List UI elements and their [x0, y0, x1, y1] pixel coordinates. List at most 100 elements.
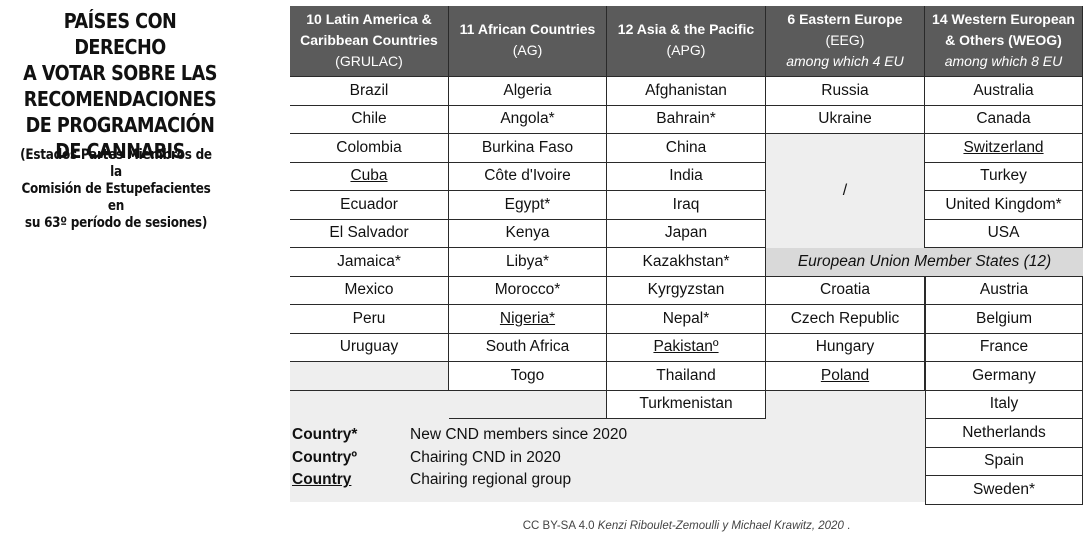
country-name: Pakistanº — [653, 338, 719, 356]
header-line: among which 4 EU — [786, 53, 904, 69]
country-cell: Japan — [607, 219, 766, 248]
country-cell: France — [925, 333, 1083, 362]
title-line: PAÍSES CON DERECHO — [63, 9, 177, 59]
country-cell: Kazakhstan* — [607, 248, 766, 277]
country-name: Nigeria* — [499, 309, 556, 327]
country-name: Egypt* — [504, 195, 551, 213]
country-name: Canada — [976, 110, 1031, 128]
country-cell: Colombia — [290, 134, 449, 163]
country-name: Poland — [820, 366, 870, 384]
country-name: Belgium — [976, 309, 1032, 327]
header-line: 14 Western European — [932, 11, 1075, 27]
country-cell: Peru — [290, 305, 449, 334]
regional-groups-table: 10 Latin America & Caribbean Countries (… — [290, 6, 1083, 505]
country-name: Cuba — [350, 167, 388, 185]
country-cell: Chile — [290, 105, 449, 134]
country-cell: Turkey — [925, 162, 1083, 191]
legend-text: New CND members since 2020 — [410, 426, 628, 443]
country-cell: United Kingdom* — [925, 191, 1083, 220]
country-name: Brazil — [349, 81, 389, 99]
country-cell: Angola* — [449, 105, 607, 134]
header-line: 11 African Countries — [459, 21, 596, 37]
country-cell: Hungary — [766, 333, 925, 362]
header-line: (AG) — [512, 42, 543, 58]
country-name: Côte d'Ivoire — [484, 167, 571, 185]
country-name: France — [979, 338, 1029, 356]
country-name: Thailand — [656, 366, 716, 384]
empty-cell — [449, 390, 607, 419]
country-name: United Kingdom* — [945, 195, 1062, 213]
country-cell: Côte d'Ivoire — [449, 162, 607, 191]
country-cell: Nigeria* — [449, 305, 607, 334]
country-name: Australia — [973, 81, 1034, 99]
country-cell: Italy — [925, 390, 1083, 419]
header-line: (GRULAC) — [335, 53, 403, 69]
credit-authors: Kenzi Riboulet-Zemoulli y Michael Krawit… — [597, 520, 844, 532]
country-cell: Switzerland — [925, 134, 1083, 163]
header-eeg: 6 Eastern Europe (EEG) among which 4 EU — [766, 6, 925, 77]
legend: Country* New CND members since 2020 Coun… — [292, 426, 762, 494]
country-name: Switzerland — [963, 138, 1044, 156]
country-name: Angola* — [500, 110, 555, 128]
country-cell: Croatia — [766, 276, 925, 305]
header-line: Caribbean Countries — [300, 32, 438, 48]
country-name: Jamaica* — [337, 252, 401, 270]
legend-row: Country* New CND members since 2020 — [292, 426, 762, 449]
country-name: Algeria — [503, 81, 552, 99]
country-name: Germany — [972, 366, 1036, 384]
header-line: & Others (WEOG) — [945, 32, 1062, 48]
country-cell: Uruguay — [290, 333, 449, 362]
country-name: Colombia — [336, 138, 402, 156]
country-cell: Australia — [925, 77, 1083, 106]
infographic-subtitle: (Estados Partes Miembros de la Comisión … — [16, 147, 216, 232]
country-cell: Kyrgyzstan — [607, 276, 766, 305]
country-name: Hungary — [815, 338, 875, 356]
country-name: Ukraine — [818, 110, 872, 128]
country-cell: Mexico — [290, 276, 449, 305]
country-name: Turkmenistan — [639, 395, 733, 413]
country-name: Kazakhstan* — [642, 252, 730, 270]
country-cell: Ecuador — [290, 191, 449, 220]
header-line: (APG) — [666, 42, 706, 58]
country-name: Kenya — [505, 224, 550, 242]
country-cell: India — [607, 162, 766, 191]
country-name: China — [665, 138, 707, 156]
country-cell: Togo — [449, 362, 607, 391]
country-name: Italy — [989, 395, 1019, 413]
country-cell: Cuba — [290, 162, 449, 191]
country-cell: Egypt* — [449, 191, 607, 220]
country-cell: Burkina Faso — [449, 134, 607, 163]
legend-key: Country — [292, 471, 352, 488]
country-cell: Netherlands — [925, 419, 1083, 448]
header-line: 12 Asia & the Pacific — [617, 21, 755, 37]
title-line: DE CANNABIS — [55, 139, 185, 163]
eeg-empty-slash: / — [766, 134, 925, 248]
legend-row: Country Chairing regional group — [292, 471, 762, 494]
country-name: Turkey — [980, 167, 1027, 185]
country-cell: Kenya — [449, 219, 607, 248]
country-cell: Afghanistan — [607, 77, 766, 106]
country-name: Uruguay — [339, 338, 399, 356]
legend-key: Countryº — [292, 448, 358, 466]
legend-key: Country* — [292, 426, 358, 443]
country-name: Libya* — [505, 252, 550, 270]
country-name: Kyrgyzstan — [647, 281, 725, 299]
country-name: Peru — [352, 309, 386, 327]
credit-line: CC BY-SA 4.0 Kenzi Riboulet-Zemoulli y M… — [290, 520, 1083, 532]
country-cell: USA — [925, 219, 1083, 248]
header-line: 6 Eastern Europe — [787, 11, 903, 27]
header-grulac: 10 Latin America & Caribbean Countries (… — [290, 6, 449, 77]
legend-text: Chairing regional group — [410, 471, 572, 488]
country-cell: Poland — [766, 362, 925, 391]
title-line: RECOMENDACIONES — [23, 87, 217, 111]
country-name: Japan — [664, 224, 708, 242]
country-name: Ecuador — [340, 195, 398, 213]
country-cell: Spain — [925, 447, 1083, 476]
country-cell: Sweden* — [925, 476, 1083, 505]
subtitle-line: su 63º período de sesiones) — [24, 215, 208, 231]
country-cell: Brazil — [290, 77, 449, 106]
header-weog: 14 Western European & Others (WEOG) amon… — [925, 6, 1083, 77]
legend-text: Chairing CND in 2020 — [410, 448, 561, 466]
country-cell: Belgium — [925, 305, 1083, 334]
country-cell: Russia — [766, 77, 925, 106]
